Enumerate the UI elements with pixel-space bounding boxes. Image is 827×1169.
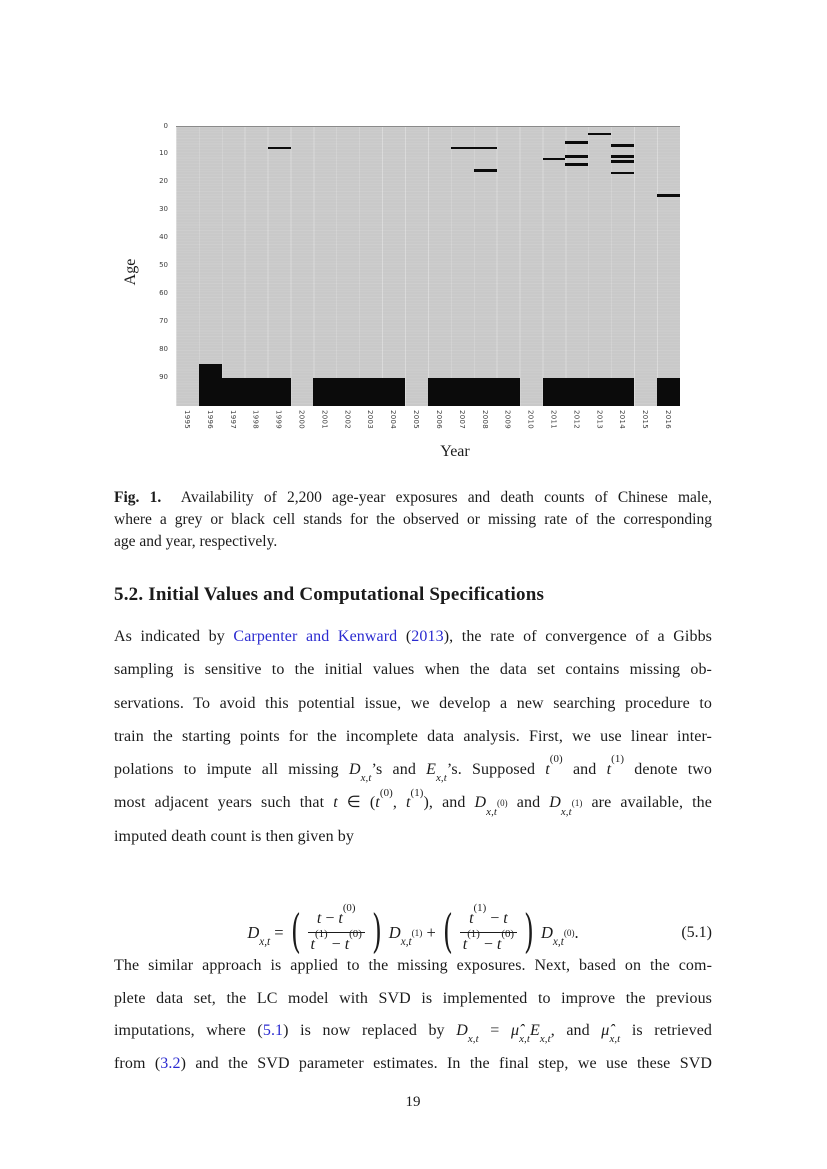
x-axis-tick-label: 2011 xyxy=(549,410,558,430)
x-axis-tick-label: 2004 xyxy=(389,410,398,430)
y-axis-tick-label: 10 xyxy=(159,149,168,158)
link[interactable]: 5.1 xyxy=(262,1022,284,1040)
text-line: plete data set, the LC model with SVD is… xyxy=(114,989,712,1007)
link[interactable]: 3.2 xyxy=(160,1054,181,1072)
missing-cell xyxy=(473,168,497,172)
y-axis-tick-label: 0 xyxy=(163,121,168,130)
missing-cell xyxy=(313,378,406,406)
equation-5-1: Dx,t = ( t − t(0) t(1) − t(0) ) Dx,t(1) … xyxy=(247,902,712,958)
missing-cell xyxy=(267,146,291,150)
text-line: from (3.2) and the SVD parameter estimat… xyxy=(114,1054,713,1072)
x-axis-tick-label: 2007 xyxy=(457,410,466,430)
text-line: sampling is sensitive to the initial val… xyxy=(114,661,712,679)
y-axis-label: Age xyxy=(122,258,139,286)
fraction-2-numerator: t(1) − t xyxy=(469,902,508,928)
x-axis-tick-label: 2008 xyxy=(480,410,489,430)
text-line: polations to impute all missing Dx,t’s a… xyxy=(114,753,713,785)
y-axis-tick-label: 20 xyxy=(159,177,168,186)
missing-cell xyxy=(198,364,222,406)
missing-cell xyxy=(565,163,589,167)
fraction-2-denominator: t(1) − t(0) xyxy=(459,929,518,956)
fraction-1-denominator: t(1) − t(0) xyxy=(307,929,365,956)
x-axis-tick-label: 2005 xyxy=(412,410,421,430)
x-axis-tick-label: 2016 xyxy=(664,410,673,430)
text-line: where a grey or black cell stands for th… xyxy=(114,511,712,528)
missing-cell xyxy=(542,157,566,161)
missing-cell xyxy=(588,132,612,136)
text-line: imputations, where (5.1) is now replaced… xyxy=(114,1022,713,1046)
y-axis-tick-label: 30 xyxy=(159,205,168,214)
missing-cell xyxy=(611,171,635,175)
availability-heatmap xyxy=(176,126,680,406)
missing-cell xyxy=(611,160,635,164)
x-axis-tick-label: 2015 xyxy=(641,410,650,430)
y-axis-tick-label: 50 xyxy=(159,261,168,269)
x-axis-tick-label: 2013 xyxy=(595,410,604,430)
figure-caption: Fig. 1. Availability of 2,200 age-year e… xyxy=(114,487,712,553)
y-axis-tick-label: 90 xyxy=(159,372,168,381)
x-axis-tick-label: 2003 xyxy=(366,410,375,430)
link[interactable]: 2013 xyxy=(411,628,444,645)
missing-cell xyxy=(542,378,635,406)
text-line: train the starting points for the incomp… xyxy=(114,727,712,745)
missing-cell xyxy=(221,378,291,406)
equation-end-term: Dx,t(0). xyxy=(541,922,579,948)
x-axis-tick-label: 1998 xyxy=(251,410,260,430)
x-axis-tick-label: 2001 xyxy=(320,410,329,430)
missing-cell xyxy=(428,378,520,406)
text-line: servations. To avoid this potential issu… xyxy=(114,694,712,712)
y-axis-tick-label: 70 xyxy=(159,316,168,325)
page-number: 19 xyxy=(405,1094,421,1110)
y-axis-tick-label: 60 xyxy=(159,288,168,297)
text-line: As indicated by Carpenter and Kenward (2… xyxy=(114,628,713,645)
equation-lhs: Dx,t = xyxy=(247,922,284,948)
x-axis-tick-label: 1996 xyxy=(205,410,214,430)
missing-cell xyxy=(565,154,589,158)
x-axis-tick-label: 2002 xyxy=(343,410,352,430)
x-axis-label: Year xyxy=(440,443,470,460)
missing-cell xyxy=(657,378,680,406)
missing-cell xyxy=(565,140,589,144)
equation-number: (5.1) xyxy=(681,923,712,941)
text-line: age and year, respectively. xyxy=(114,533,278,550)
x-axis-tick-label: 2010 xyxy=(526,410,535,430)
missing-cell xyxy=(611,154,635,158)
x-axis-tick-label: 1995 xyxy=(182,410,191,430)
y-axis-tick-label: 80 xyxy=(159,344,168,353)
paragraph-1: As indicated by Carpenter and Kenward (2… xyxy=(114,620,712,853)
text-line: imputed death count is then given by xyxy=(114,827,354,845)
fraction-2: t(1) − t t(1) − t(0) xyxy=(459,902,518,956)
x-axis-tick-label: 1997 xyxy=(228,410,237,430)
equation-middle-term: Dx,t(1) + xyxy=(388,922,436,948)
fraction-1-numerator: t − t(0) xyxy=(316,902,356,928)
missing-cell xyxy=(450,146,497,150)
y-axis-tick-label: 40 xyxy=(159,233,168,242)
paragraph-2: The similar approach is applied to the m… xyxy=(114,950,712,1080)
missing-cell xyxy=(611,143,635,147)
fraction-1: t − t(0) t(1) − t(0) xyxy=(307,902,365,956)
link[interactable]: Carpenter and Kenward xyxy=(233,628,398,645)
x-axis-tick-label: 2006 xyxy=(434,410,443,430)
x-axis-tick-label: 2009 xyxy=(503,410,512,430)
text-line: Fig. 1. Availability of 2,200 age-year e… xyxy=(114,489,712,506)
section-heading: 5.2. Initial Values and Computational Sp… xyxy=(114,584,545,605)
missing-cell xyxy=(657,193,680,197)
text-line: most adjacent years such that t ∈ (t(0),… xyxy=(114,786,712,818)
x-axis-tick-label: 2000 xyxy=(297,410,306,430)
text-line: The similar approach is applied to the m… xyxy=(114,957,712,974)
x-axis-tick-label: 2012 xyxy=(572,410,581,430)
x-axis-tick-label: 1999 xyxy=(274,410,283,430)
x-axis-tick-label: 2014 xyxy=(618,410,627,430)
